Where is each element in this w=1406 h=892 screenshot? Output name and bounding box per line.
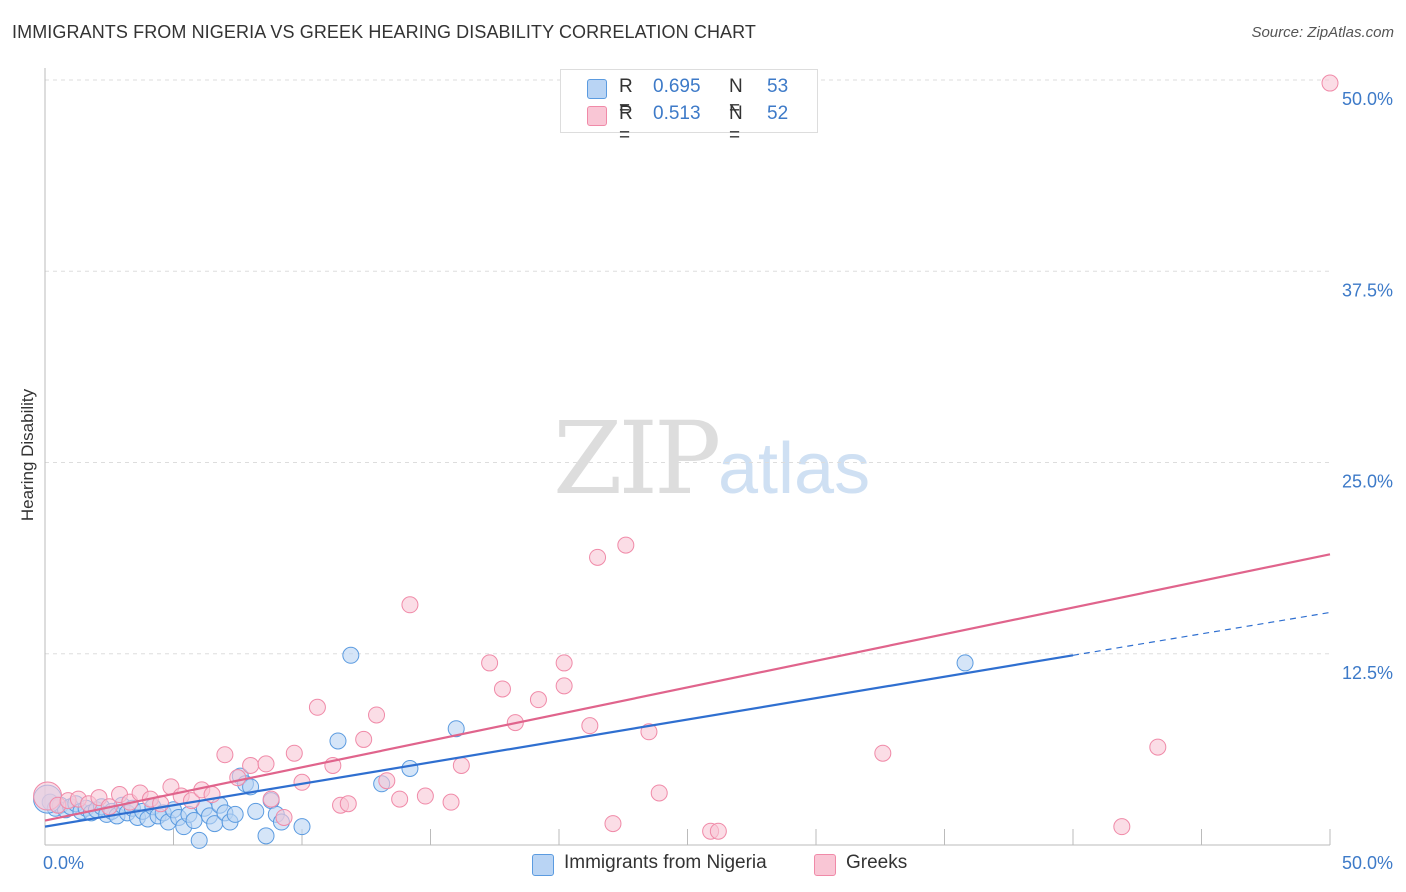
y-axis-label: Hearing Disability xyxy=(18,388,37,522)
data-point xyxy=(581,717,599,735)
data-point xyxy=(229,769,247,787)
data-point xyxy=(368,706,386,724)
data-point xyxy=(493,680,511,698)
data-point xyxy=(185,812,203,830)
correlation-legend: R = 0.695 N = 53 R = 0.513 N = 52 xyxy=(560,69,818,146)
x-tick-label: 50.0% xyxy=(1342,853,1393,873)
data-point xyxy=(1149,738,1167,756)
data-point xyxy=(401,760,419,777)
x-tick-label: 0.0% xyxy=(43,853,84,873)
y-tick-label: 12.5% xyxy=(1342,663,1393,683)
data-point xyxy=(617,536,635,554)
axes xyxy=(44,68,1331,846)
data-point xyxy=(216,746,234,764)
data-point xyxy=(285,744,303,762)
data-point xyxy=(956,654,974,672)
trend-line xyxy=(44,654,1074,828)
legend-n-value: 52 xyxy=(767,103,789,124)
chart-title: IMMIGRANTS FROM NIGERIA VS GREEK HEARING… xyxy=(12,22,757,42)
watermark-zip: ZIP xyxy=(553,400,721,517)
data-point xyxy=(640,723,658,741)
legend-r-value: 0.513 xyxy=(653,103,701,124)
data-point xyxy=(589,548,607,566)
bottom-legend-swatch-nigeria xyxy=(532,854,554,876)
data-point xyxy=(401,596,419,614)
data-point xyxy=(262,790,280,808)
legend-r-label: R = xyxy=(619,103,633,146)
legend-n-value: 53 xyxy=(767,76,789,97)
data-point xyxy=(275,808,293,826)
data-point xyxy=(874,744,892,762)
legend-r-value: 0.695 xyxy=(653,76,701,97)
bottom-legend-label-nigeria: Immigrants from Nigeria xyxy=(564,852,767,873)
data-point xyxy=(529,691,547,709)
data-point xyxy=(391,790,409,808)
data-point xyxy=(442,793,460,811)
data-point xyxy=(355,730,373,748)
data-point xyxy=(257,755,275,773)
data-point xyxy=(447,720,465,738)
y-tick-label: 50.0% xyxy=(1342,89,1393,109)
legend-swatch-nigeria xyxy=(587,79,607,99)
grid-lines xyxy=(45,79,1330,655)
data-point xyxy=(242,756,260,774)
data-point xyxy=(709,822,727,840)
legend-r-label: R = xyxy=(619,76,633,119)
data-point xyxy=(190,831,208,849)
data-point xyxy=(329,732,347,750)
legend-n-label: N = xyxy=(729,76,743,119)
tick-labels: 12.5% 25.0% 37.5% 50.0% 0.0% 50.0% xyxy=(43,89,1393,873)
data-point xyxy=(650,784,668,802)
data-point xyxy=(378,772,396,790)
watermark-atlas: atlas xyxy=(718,429,871,509)
data-point xyxy=(247,802,265,820)
data-point xyxy=(481,654,499,672)
data-point xyxy=(342,646,360,664)
data-point xyxy=(257,827,275,845)
data-point xyxy=(1321,74,1339,92)
data-point xyxy=(452,756,470,774)
data-point xyxy=(555,654,573,672)
data-point xyxy=(226,805,244,823)
y-tick-label: 25.0% xyxy=(1342,472,1393,492)
trend-line-extension xyxy=(1072,611,1331,656)
data-point xyxy=(555,677,573,695)
data-point xyxy=(339,795,357,813)
legend-n-label: N = xyxy=(729,103,743,146)
legend-swatch-greeks xyxy=(587,106,607,126)
source-label: Source: ZipAtlas.com xyxy=(1251,24,1394,41)
trend-line xyxy=(44,553,1331,822)
bottom-legend-label-greeks: Greeks xyxy=(846,852,908,873)
series-greeks-points xyxy=(33,74,1339,840)
trend-lines xyxy=(44,553,1331,828)
y-tick-label: 37.5% xyxy=(1342,280,1393,300)
series-nigeria-points xyxy=(33,646,974,849)
bottom-legend-swatch-greeks xyxy=(814,854,836,876)
data-point xyxy=(308,698,326,716)
data-point xyxy=(604,815,622,833)
data-point xyxy=(1113,818,1131,836)
data-point xyxy=(416,787,434,805)
data-point xyxy=(293,818,311,836)
